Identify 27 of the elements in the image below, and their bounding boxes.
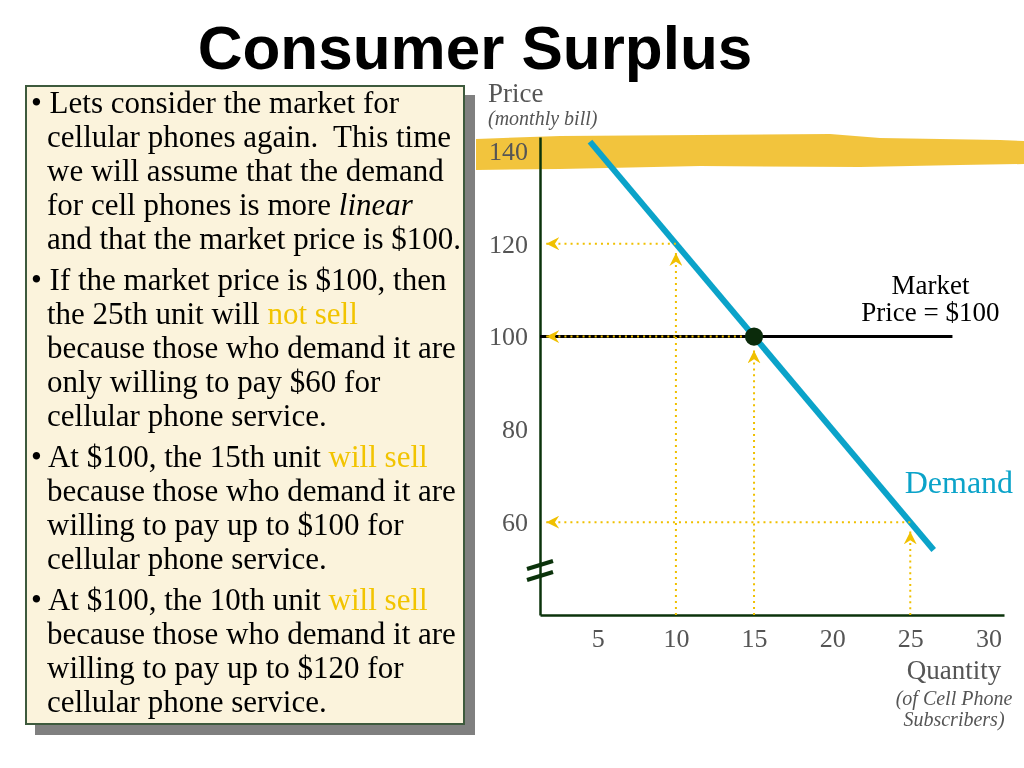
text: for cell phones is more xyxy=(47,187,332,222)
text: will sell xyxy=(328,582,428,617)
series-label: Market Price = $100 xyxy=(861,269,1000,327)
text: • If the market price is $100, then xyxy=(31,262,447,297)
x-tick-label: 20 xyxy=(819,624,846,654)
x-tick-label: 5 xyxy=(591,624,605,654)
text: linear xyxy=(338,187,413,222)
y-tick-label: 120 xyxy=(489,229,528,259)
text: not sell xyxy=(267,296,358,331)
x-tick-label: 30 xyxy=(975,624,1002,654)
y-tick-label: 100 xyxy=(489,322,528,352)
text: because those who demand it are only willing to pay $60 for cellular phone service. xyxy=(47,330,457,433)
x-tick-label: 10 xyxy=(663,624,690,654)
series-label: Demand xyxy=(904,464,1014,501)
y-tick-label: 60 xyxy=(502,508,528,537)
x-axis-title: Quantity (of Cell Phone Subscribers) xyxy=(895,655,1013,731)
y-tick-label: 140 xyxy=(489,136,528,166)
x-tick-label: 15 xyxy=(741,624,768,654)
x-tick-label: 25 xyxy=(897,624,924,654)
text: • At $100, the 15th unit xyxy=(31,439,321,474)
text: will sell xyxy=(328,439,428,474)
y-tick-label: 80 xyxy=(502,415,528,445)
text: and that the market price is $100. xyxy=(47,221,462,256)
text: because those who demand it are willing to pay up to $100 for cellular phone service. xyxy=(47,473,457,576)
text: because those who demand it are willing to pay up to $120 for cellular phone service. xyxy=(47,616,457,719)
text: the 25th unit will xyxy=(47,296,260,331)
text: • At $100, the 10th unit xyxy=(31,582,321,617)
